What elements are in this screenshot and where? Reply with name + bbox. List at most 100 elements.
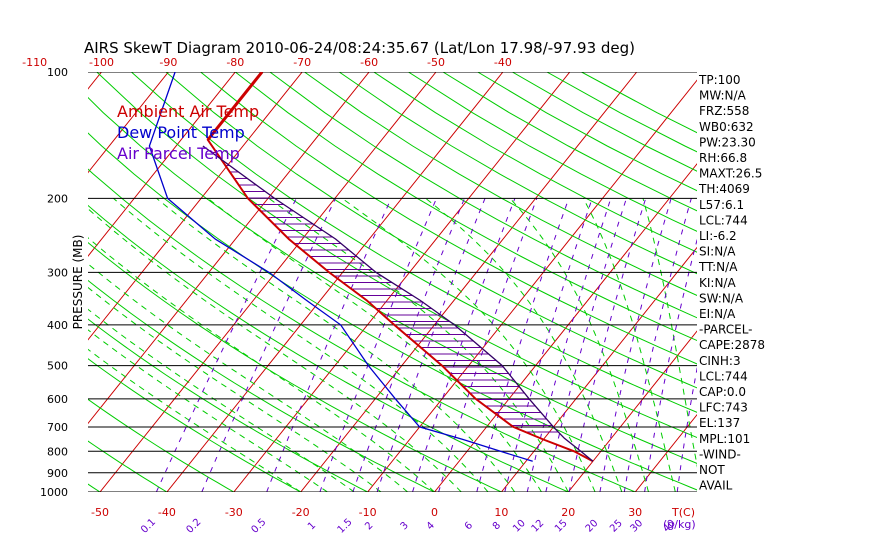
x-tick-bottom-label: -10 <box>359 506 377 519</box>
x-tick-bottom-label: -20 <box>292 506 310 519</box>
isotherm-line <box>88 72 370 425</box>
x-tick-top-label: -50 <box>427 56 445 69</box>
mixing-ratio-label: 2 <box>363 520 375 532</box>
moist-adiabat-line <box>113 198 489 492</box>
dry-adiabat-line <box>96 72 697 439</box>
dry-adiabat-line <box>373 72 697 253</box>
dry-adiabat-line <box>88 318 368 492</box>
dry-adiabat-line <box>165 72 697 389</box>
index-item: TH:4069 <box>698 182 750 196</box>
x-tick-top-label: -80 <box>226 56 244 69</box>
index-item: EI:N/A <box>699 307 736 321</box>
dry-adiabat-line <box>442 72 697 212</box>
tropopause-segment <box>206 72 264 141</box>
index-item: -PARCEL- <box>699 323 753 337</box>
x-tick-bottom-label: 30 <box>628 506 642 519</box>
index-item: SI:N/A <box>699 245 736 259</box>
dry-adiabat-line <box>304 72 697 296</box>
index-item: TP:100 <box>698 73 741 87</box>
x-tick-bottom-label: -50 <box>91 506 109 519</box>
x-tick-bottom-label: 0 <box>431 506 438 519</box>
isotherm-line <box>233 72 571 492</box>
moist-adiabat-line <box>207 198 542 492</box>
isotherm-line <box>501 246 697 492</box>
mixing-ratio-line <box>352 198 465 492</box>
x-tick-bottom-label: 20 <box>561 506 575 519</box>
dry-adiabat-line <box>88 398 235 492</box>
isotherm-line <box>166 72 504 492</box>
x-tick-top-label: -90 <box>159 56 177 69</box>
index-item: MW:N/A <box>699 89 747 103</box>
series-line-1 <box>148 72 533 462</box>
moist-adiabat-line <box>88 348 301 492</box>
mixing-ratio-line <box>644 238 697 492</box>
index-item: MAXT:26.5 <box>699 167 762 181</box>
index-item: CINH:3 <box>699 354 741 368</box>
x-axis-unit-label: T(C) <box>671 506 695 519</box>
dry-adiabat-line <box>200 72 697 365</box>
mixing-ratio-label: 1 <box>306 520 318 532</box>
isotherm-line <box>88 72 169 174</box>
isotherm-line <box>0 72 35 492</box>
index-item: WB0:632 <box>699 120 754 134</box>
mixing-ratio-line <box>526 198 612 492</box>
index-item: LCL:744 <box>699 369 748 383</box>
mixing-ratio-line <box>545 198 627 492</box>
chart-legend: Ambient Air Temp Dew Point Temp Air Parcel… <box>117 102 259 163</box>
x-tick-bottom-label: -40 <box>158 506 176 519</box>
chart-series <box>148 72 594 463</box>
mixing-ratio-label: 30 <box>628 518 645 535</box>
y-axis-label: PRESSURE (MB) <box>71 235 85 330</box>
mixing-ratio-label: 4 <box>425 520 437 532</box>
index-item: L57:6.1 <box>699 198 744 212</box>
isotherm-line <box>99 72 437 492</box>
y-tick-label: 600 <box>47 393 68 406</box>
dry-adiabat-line <box>88 204 569 492</box>
index-item: LCL:744 <box>699 213 748 227</box>
moist-adiabat-line <box>425 198 623 492</box>
x-tick-bottom-label: 10 <box>494 506 508 519</box>
mixing-ratio-line <box>504 198 593 492</box>
dry-adiabat-line <box>88 168 636 492</box>
mixing-ratio-line <box>155 198 297 492</box>
index-item: AVAIL <box>699 479 733 493</box>
moist-adiabat-line <box>509 198 650 492</box>
legend-item-0: Ambient Air Temp <box>117 102 259 121</box>
isotherm-line <box>300 72 638 492</box>
x-tick-top-label: -110 <box>22 56 47 69</box>
index-item: LFC:743 <box>699 401 748 415</box>
isotherm-line <box>88 72 303 341</box>
dry-adiabat-line <box>88 241 502 492</box>
isotherm-line <box>769 72 870 492</box>
series-line-2 <box>202 145 594 462</box>
isotherm-line <box>367 79 697 492</box>
isotherm-line <box>88 72 236 257</box>
dry-adiabat-line <box>131 72 697 413</box>
mixing-ratio-label: 0.5 <box>249 517 268 536</box>
chart-title: AIRS SkewT Diagram 2010-06-24/08:24:35.6… <box>84 39 635 57</box>
mixing-ratio-label: 15 <box>553 518 570 535</box>
isotherm-line <box>634 413 697 492</box>
index-item: CAPE:2878 <box>699 338 765 352</box>
y-tick-label: 900 <box>47 467 68 480</box>
x-tick-top-label: -70 <box>293 56 311 69</box>
isotherm-line <box>836 72 870 492</box>
mixing-ratio-label: 8 <box>491 520 503 532</box>
mixing-ratio-line <box>623 198 692 492</box>
mixing-ratio-label: 3 <box>399 520 411 532</box>
index-item: PW:23.30 <box>699 135 756 149</box>
dry-adiabat-line <box>512 72 697 172</box>
index-item: -WIND- <box>699 447 741 461</box>
mixing-ratio-label: 0.1 <box>139 517 158 536</box>
moist-adiabat-line <box>642 198 697 468</box>
index-item: CAP:0.0 <box>699 385 746 399</box>
y-tick-label: 800 <box>47 445 68 458</box>
index-item: NOT <box>699 463 725 477</box>
y-tick-label: 400 <box>47 319 68 332</box>
x-tick-top-label: -100 <box>89 56 114 69</box>
dry-adiabat-line <box>269 72 697 319</box>
mixing-ratio-line <box>438 198 538 492</box>
isotherm-line <box>434 163 697 492</box>
